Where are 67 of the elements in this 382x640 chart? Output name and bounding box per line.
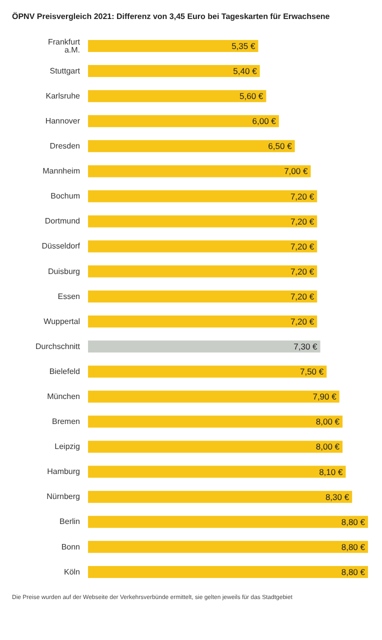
y-tick-label: Hannover bbox=[45, 116, 80, 126]
bar bbox=[88, 140, 295, 152]
bar bbox=[88, 440, 343, 453]
bar bbox=[88, 516, 368, 528]
bar bbox=[88, 340, 320, 353]
data-label: 8,10 € bbox=[319, 466, 343, 477]
bar bbox=[88, 366, 327, 378]
data-label: 8,80 € bbox=[341, 542, 366, 552]
data-label: 8,80 € bbox=[341, 566, 366, 577]
bar bbox=[88, 265, 318, 278]
y-tick-label: Bielefeld bbox=[49, 366, 80, 376]
data-label: 7,20 € bbox=[290, 216, 314, 226]
data-label: 7,20 € bbox=[290, 266, 314, 276]
bar bbox=[88, 466, 346, 478]
data-label: 7,50 € bbox=[300, 366, 324, 377]
y-tick-label: Stuttgart bbox=[50, 66, 81, 76]
data-label: 7,00 € bbox=[284, 166, 308, 176]
bar bbox=[88, 540, 368, 553]
data-label: 5,60 € bbox=[240, 91, 264, 102]
data-label: 7,20 € bbox=[290, 241, 314, 252]
data-label: 8,80 € bbox=[341, 516, 366, 527]
data-label: 5,40 € bbox=[233, 66, 258, 76]
y-tick-label: Mannheim bbox=[42, 166, 80, 176]
y-tick-label: Karlsruhe bbox=[46, 91, 81, 100]
data-label: 6,50 € bbox=[268, 141, 292, 152]
bar bbox=[88, 215, 318, 228]
bar bbox=[88, 290, 318, 302]
bar bbox=[88, 490, 352, 503]
data-label: 8,30 € bbox=[325, 492, 350, 502]
y-tick-label: Bonn bbox=[61, 542, 80, 552]
data-label: 5,35 € bbox=[232, 41, 256, 51]
bar bbox=[88, 240, 318, 252]
bar bbox=[88, 390, 340, 403]
y-tick-label: Leipzig bbox=[54, 442, 80, 452]
data-label: 6,00 € bbox=[252, 116, 276, 126]
data-label: 7,30 € bbox=[294, 342, 318, 352]
y-tick-label: Köln bbox=[64, 567, 80, 576]
y-tick-label: Frankfurt a.M. bbox=[48, 37, 81, 54]
bar bbox=[88, 115, 279, 128]
y-tick-label: Dresden bbox=[50, 142, 80, 151]
data-label: 8,00 € bbox=[316, 442, 340, 452]
bar bbox=[88, 90, 266, 102]
bar bbox=[88, 165, 311, 178]
data-label: 7,20 € bbox=[290, 316, 314, 326]
data-label: 8,00 € bbox=[316, 416, 340, 427]
y-tick-label: Durchschnitt bbox=[36, 342, 81, 351]
y-tick-label: Hamburg bbox=[47, 467, 80, 476]
bar bbox=[88, 65, 260, 78]
data-label: 7,90 € bbox=[312, 392, 337, 402]
y-tick-label: Berlin bbox=[60, 517, 80, 526]
y-tick-label: Essen bbox=[58, 292, 80, 301]
y-tick-label: Dortmund bbox=[44, 216, 80, 226]
bar bbox=[88, 316, 318, 328]
bar bbox=[88, 40, 258, 52]
chart-title: ÖPNV Preisvergleich 2021: Differenz von 3,45 Euro bei Tageskarten für Erwachsene bbox=[11, 11, 331, 23]
bar bbox=[88, 190, 318, 202]
y-tick-label: Düsseldorf bbox=[42, 242, 81, 251]
y-tick-label: München bbox=[47, 392, 80, 401]
data-label: 7,20 € bbox=[290, 291, 314, 302]
y-tick-label: Nürnberg bbox=[46, 492, 80, 502]
y-tick-label: Bochum bbox=[50, 192, 80, 201]
y-tick-label: Bremen bbox=[52, 417, 80, 426]
bar bbox=[88, 416, 343, 428]
bar bbox=[88, 566, 368, 578]
data-label: 7,20 € bbox=[290, 191, 314, 202]
y-tick-label: Duisburg bbox=[48, 266, 80, 276]
y-tick-label: Wuppertal bbox=[44, 316, 80, 326]
